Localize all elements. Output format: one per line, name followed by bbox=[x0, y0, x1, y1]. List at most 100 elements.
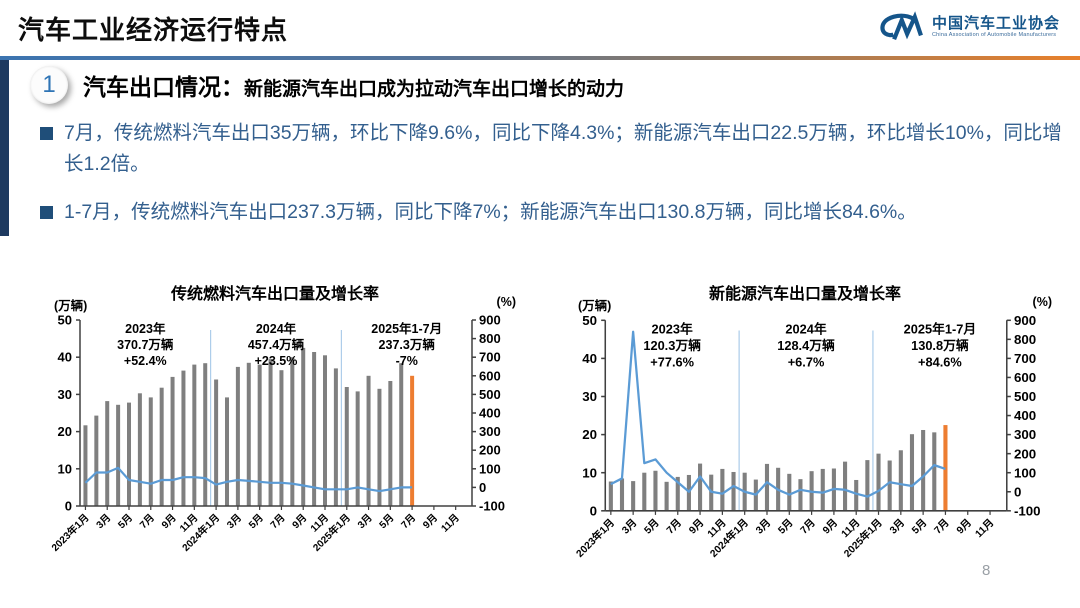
svg-text:0: 0 bbox=[1014, 484, 1021, 499]
chart-plot: 0 10 20 30 40 50 -100 0 100 200 300 400 500 600 700 800… bbox=[573, 313, 1041, 560]
svg-text:9月: 9月 bbox=[954, 517, 974, 537]
svg-text:2024年: 2024年 bbox=[256, 321, 297, 336]
logo-name-cn: 中国汽车工业协会 bbox=[931, 14, 1060, 32]
svg-text:9月: 9月 bbox=[159, 512, 178, 531]
right-axis-unit-label: (%) bbox=[496, 295, 516, 309]
caam-logo-text: 中国汽车工业协会 China Association of Automobile… bbox=[931, 14, 1060, 39]
svg-text:7月: 7月 bbox=[399, 512, 418, 531]
svg-text:10: 10 bbox=[58, 461, 72, 476]
svg-text:7月: 7月 bbox=[664, 517, 684, 537]
svg-text:600: 600 bbox=[1014, 370, 1036, 385]
svg-text:2023年: 2023年 bbox=[125, 321, 166, 336]
svg-text:3月: 3月 bbox=[225, 512, 244, 531]
svg-text:237.3万辆: 237.3万辆 bbox=[379, 337, 436, 352]
logo-name-en: China Association of Automobile Manufact… bbox=[931, 32, 1057, 39]
svg-text:+52.4%: +52.4% bbox=[124, 354, 167, 368]
svg-text:3月: 3月 bbox=[94, 512, 113, 531]
left-accent-bar bbox=[0, 60, 9, 236]
svg-text:200: 200 bbox=[479, 443, 501, 458]
svg-text:130.8万辆: 130.8万辆 bbox=[911, 338, 969, 353]
bullet-list: 7月，传统燃料汽车出口35万辆，环比下降9.6%，同比下降4.3%；新能源汽车出… bbox=[40, 118, 1062, 245]
svg-text:7月: 7月 bbox=[137, 512, 156, 531]
svg-text:500: 500 bbox=[1014, 389, 1036, 404]
caam-logo: 中国汽车工业协会 China Association of Automobile… bbox=[878, 8, 1060, 46]
svg-text:5月: 5月 bbox=[116, 512, 135, 531]
section-header: 1 汽车出口情况： 新能源汽车出口成为拉动汽车出口增长的动力 bbox=[30, 66, 624, 104]
square-bullet-icon bbox=[40, 127, 53, 140]
svg-text:457.4万辆: 457.4万辆 bbox=[248, 337, 305, 352]
svg-text:9月: 9月 bbox=[687, 517, 707, 537]
bullet-text-1: 7月，传统燃料汽车出口35万辆，环比下降9.6%，同比下降4.3%；新能源汽车出… bbox=[64, 122, 1062, 175]
svg-text:2024年: 2024年 bbox=[785, 322, 826, 337]
svg-text:9月: 9月 bbox=[421, 512, 440, 531]
svg-text:5月: 5月 bbox=[776, 517, 796, 537]
svg-text:40: 40 bbox=[58, 350, 72, 365]
svg-text:700: 700 bbox=[1014, 351, 1036, 366]
svg-text:+23.5%: +23.5% bbox=[255, 354, 298, 368]
title-divider-rule bbox=[0, 56, 1080, 60]
svg-text:-7%: -7% bbox=[396, 354, 418, 368]
svg-text:3月: 3月 bbox=[887, 517, 907, 537]
svg-text:370.7万辆: 370.7万辆 bbox=[117, 337, 174, 352]
svg-text:400: 400 bbox=[479, 406, 501, 421]
svg-text:3月: 3月 bbox=[355, 512, 374, 531]
svg-text:2023年1月: 2023年1月 bbox=[49, 511, 92, 554]
bullet-item: 1-7月，传统燃料汽车出口237.3万辆，同比下降7%；新能源汽车出口130.8… bbox=[40, 197, 1062, 228]
chart-head: (万辆) 传统燃料汽车出口量及增长率 (%) bbox=[28, 280, 522, 313]
svg-text:2025年1-7月: 2025年1-7月 bbox=[371, 321, 442, 336]
chart-traditional-fuel-exports: (万辆) 传统燃料汽车出口量及增长率 (%) 0 10 20 30 40 50 -100 0 1… bbox=[28, 280, 522, 600]
svg-text:5月: 5月 bbox=[246, 512, 265, 531]
svg-text:700: 700 bbox=[479, 350, 501, 365]
svg-text:7月: 7月 bbox=[932, 517, 952, 537]
svg-text:800: 800 bbox=[1014, 332, 1036, 347]
section-number-badge: 1 bbox=[30, 66, 68, 104]
svg-text:128.4万辆: 128.4万辆 bbox=[777, 338, 835, 353]
svg-text:5月: 5月 bbox=[910, 517, 930, 537]
right-axis-unit-label: (%) bbox=[1032, 295, 1052, 309]
svg-text:500: 500 bbox=[479, 387, 501, 402]
svg-text:600: 600 bbox=[479, 368, 501, 383]
svg-text:9月: 9月 bbox=[290, 512, 309, 531]
svg-text:7月: 7月 bbox=[268, 512, 287, 531]
svg-text:300: 300 bbox=[479, 424, 501, 439]
svg-text:20: 20 bbox=[582, 427, 597, 442]
svg-text:30: 30 bbox=[58, 387, 72, 402]
chart-title: 传统燃料汽车出口量及增长率 bbox=[170, 286, 379, 303]
svg-text:100: 100 bbox=[1014, 465, 1036, 480]
svg-text:20: 20 bbox=[58, 424, 72, 439]
page-title: 汽车工业经济运行特点 bbox=[18, 15, 289, 45]
svg-text:3月: 3月 bbox=[620, 517, 640, 537]
svg-text:50: 50 bbox=[582, 313, 597, 328]
svg-text:0: 0 bbox=[590, 503, 597, 518]
svg-text:+77.6%: +77.6% bbox=[650, 354, 694, 369]
bullet-item: 7月，传统燃料汽车出口35万辆，环比下降9.6%，同比下降4.3%；新能源汽车出… bbox=[40, 118, 1062, 180]
svg-text:50: 50 bbox=[58, 313, 72, 328]
svg-text:30: 30 bbox=[582, 389, 597, 404]
svg-text:9月: 9月 bbox=[820, 517, 840, 537]
svg-text:2023年: 2023年 bbox=[652, 322, 693, 337]
svg-text:40: 40 bbox=[582, 351, 597, 366]
svg-text:2025年1-7月: 2025年1-7月 bbox=[904, 322, 977, 337]
caam-logo-icon bbox=[880, 11, 923, 41]
left-axis-unit-label: (万辆) bbox=[54, 299, 88, 313]
svg-text:0: 0 bbox=[479, 480, 486, 495]
chart-title: 新能源汽车出口量及增长率 bbox=[708, 286, 901, 303]
svg-text:800: 800 bbox=[479, 331, 501, 346]
svg-text:5月: 5月 bbox=[377, 512, 396, 531]
svg-text:300: 300 bbox=[1014, 427, 1036, 442]
svg-text:+84.6%: +84.6% bbox=[918, 354, 962, 369]
chart-head: (万辆) 新能源汽车出口量及增长率 (%) bbox=[552, 280, 1058, 313]
left-axis-unit-label: (万辆) bbox=[578, 299, 612, 313]
svg-text:400: 400 bbox=[1014, 408, 1036, 423]
section-title: 汽车出口情况： bbox=[83, 74, 244, 100]
svg-text:2023年1月: 2023年1月 bbox=[573, 516, 617, 560]
svg-text:10: 10 bbox=[582, 465, 597, 480]
svg-text:120.3万辆: 120.3万辆 bbox=[643, 338, 701, 353]
svg-text:-100: -100 bbox=[1014, 503, 1041, 518]
svg-text:11月: 11月 bbox=[439, 512, 462, 535]
svg-text:900: 900 bbox=[479, 313, 501, 328]
svg-text:11月: 11月 bbox=[973, 517, 996, 540]
square-bullet-icon bbox=[40, 206, 53, 219]
page-number: 8 bbox=[982, 562, 991, 579]
